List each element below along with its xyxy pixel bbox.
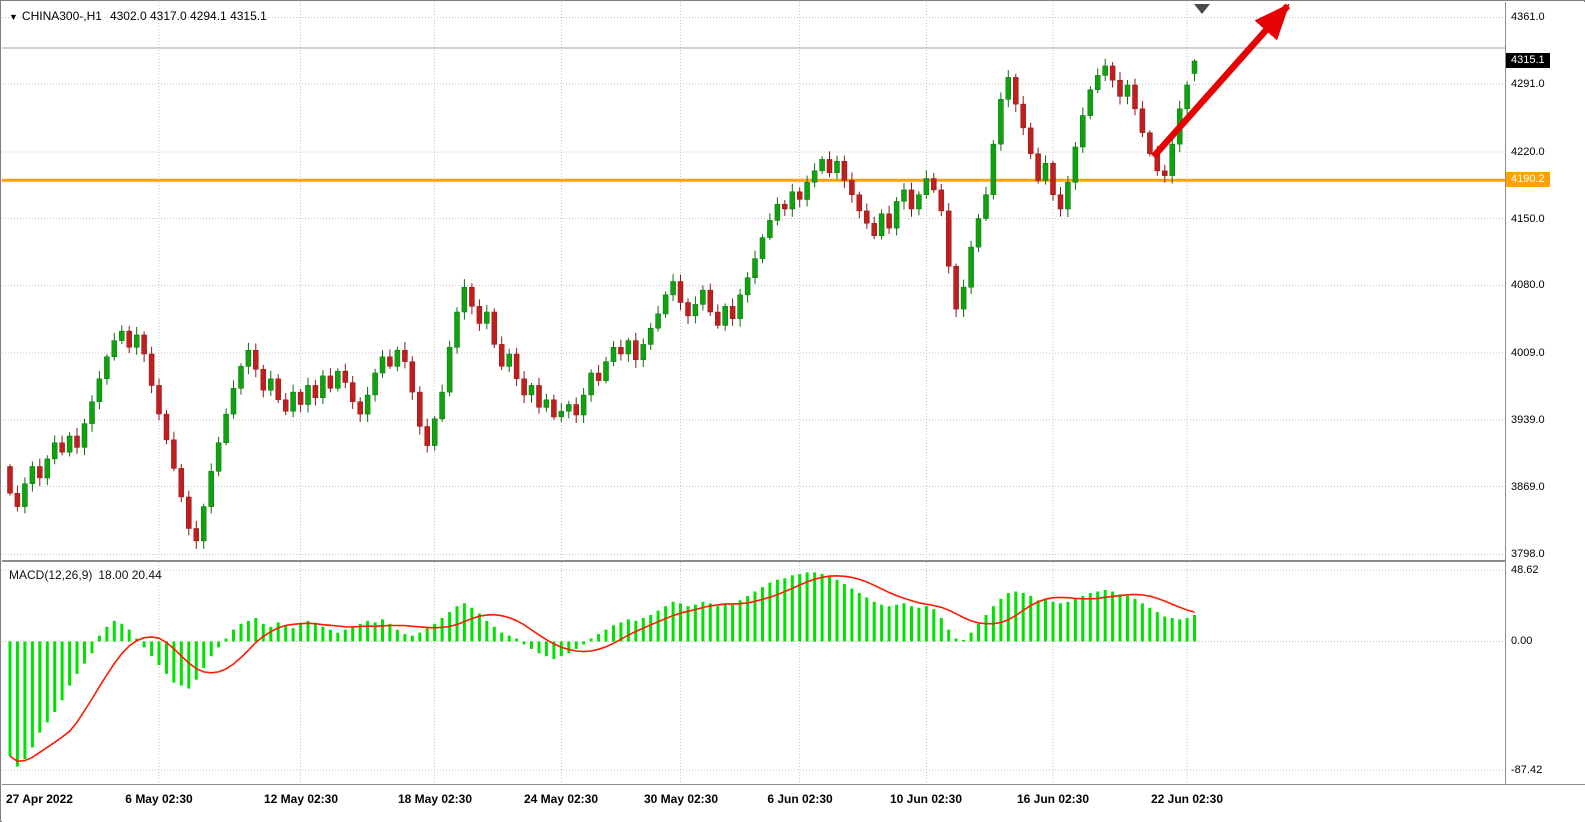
price-axis-label: 3939.0 xyxy=(1511,414,1545,426)
price-axis-label: 4291.0 xyxy=(1511,78,1545,90)
price-axis-label: 4220.0 xyxy=(1511,146,1545,158)
price-axis-label: 3869.0 xyxy=(1511,481,1545,493)
price-axis[interactable]: 4361.0 4291.0 4220.0 4150.0 4080.0 4009.0 3939… xyxy=(1505,2,1585,784)
trend-arrow[interactable] xyxy=(1151,3,1291,159)
macd-indicator-pane[interactable]: MACD(12,26,9) 18.00 20.44 xyxy=(2,562,1505,784)
time-axis[interactable]: 27 Apr 2022 6 May 02:30 12 May 02:30 18 May… xyxy=(2,785,1585,822)
level-price-tag: 4190.2 xyxy=(1506,172,1550,187)
macd-signal-line xyxy=(9,574,1195,763)
macd-header: MACD(12,26,9) 18.00 20.44 xyxy=(9,568,162,582)
time-axis-label: 18 May 02:30 xyxy=(397,792,473,806)
macd-values: 18.00 20.44 xyxy=(98,568,162,582)
time-axis-label: 24 May 02:30 xyxy=(523,792,599,806)
price-axis-label: 4361.0 xyxy=(1511,11,1545,23)
price-axis-label: 3798.0 xyxy=(1511,548,1545,560)
macd-grid-layer xyxy=(2,562,1505,784)
price-chart-pane[interactable]: ▼ CHINA300-,H1 4302.0 4317.0 4294.1 4315.1 xyxy=(2,2,1505,560)
current-price-tag: 4315.1 xyxy=(1506,53,1550,68)
macd-histogram xyxy=(8,572,1196,767)
macd-axis-label: 48.62 xyxy=(1511,564,1539,576)
macd-canvas xyxy=(2,562,1505,784)
price-axis-label: 4080.0 xyxy=(1511,279,1545,291)
time-axis-label: 27 Apr 2022 xyxy=(6,792,73,806)
price-axis-label: 4009.0 xyxy=(1511,347,1545,359)
time-axis-label: 6 Jun 02:30 xyxy=(767,792,833,806)
symbol-timeframe-label: CHINA300-,H1 xyxy=(21,9,102,23)
candlestick-series xyxy=(7,58,1198,549)
bottom-separator xyxy=(2,784,1585,785)
chart-shift-marker-icon[interactable] xyxy=(1194,4,1210,14)
pane-separator[interactable] xyxy=(2,560,1585,562)
ohlc-values: 4302.0 4317.0 4294.1 4315.1 xyxy=(109,9,267,23)
time-axis-label: 30 May 02:30 xyxy=(643,792,719,806)
time-axis-label: 16 Jun 02:30 xyxy=(1016,792,1090,806)
time-axis-label: 12 May 02:30 xyxy=(263,792,339,806)
macd-label: MACD(12,26,9) xyxy=(9,568,93,582)
chart-header: ▼ CHINA300-,H1 4302.0 4317.0 4294.1 4315.1 xyxy=(9,9,267,23)
macd-axis-label: -87.42 xyxy=(1511,764,1543,776)
price-axis-label: 4150.0 xyxy=(1511,213,1545,225)
grid-layer xyxy=(2,2,1505,560)
price-chart-canvas xyxy=(2,2,1505,560)
macd-axis-label: 0.00 xyxy=(1511,635,1533,647)
time-axis-label: 6 May 02:30 xyxy=(125,792,193,806)
symbol-dropdown-icon[interactable]: ▼ xyxy=(9,12,18,22)
time-axis-label: 10 Jun 02:30 xyxy=(889,792,963,806)
time-axis-label: 22 Jun 02:30 xyxy=(1150,792,1224,806)
